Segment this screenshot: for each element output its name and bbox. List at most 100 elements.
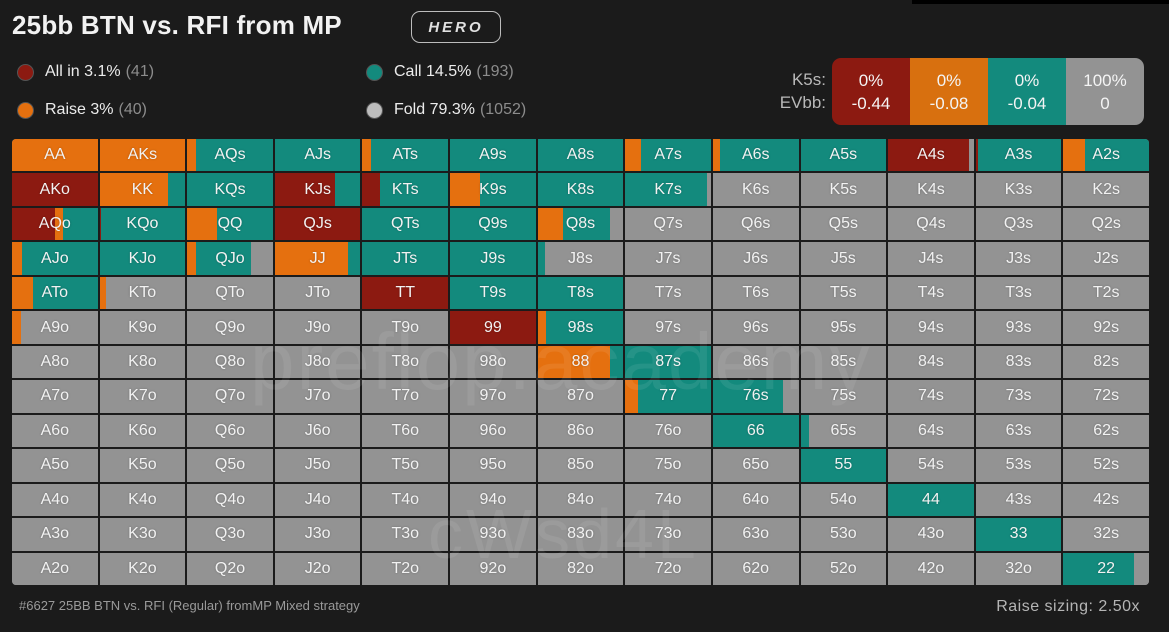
- hand-cell[interactable]: T2o: [362, 552, 449, 585]
- hand-cell[interactable]: 82s: [1063, 345, 1149, 379]
- hand-cell[interactable]: 74o: [625, 483, 711, 517]
- hand-cell[interactable]: J4s: [888, 242, 974, 275]
- hand-cell[interactable]: 63s: [975, 414, 1062, 448]
- hand-cell[interactable]: Q9s: [450, 207, 536, 241]
- hand-cell[interactable]: Q2s: [1063, 207, 1149, 241]
- hand-cell[interactable]: KK: [99, 173, 186, 206]
- hand-cell[interactable]: 94o: [450, 483, 536, 517]
- hand-cell[interactable]: 33: [975, 518, 1062, 551]
- hand-cell[interactable]: JTs: [362, 242, 449, 275]
- hand-cell[interactable]: J7s: [625, 242, 711, 275]
- hand-cell[interactable]: T3s: [975, 276, 1062, 310]
- hand-cell[interactable]: K5o: [99, 449, 186, 482]
- hand-cell[interactable]: KQs: [187, 173, 273, 206]
- hand-cell[interactable]: Q7o: [187, 380, 273, 413]
- hand-cell[interactable]: 97s: [625, 311, 711, 344]
- hand-cell[interactable]: 64s: [888, 414, 974, 448]
- hand-cell[interactable]: A6o: [12, 414, 98, 448]
- hand-cell[interactable]: T3o: [362, 518, 449, 551]
- hand-cell[interactable]: T8s: [537, 276, 624, 310]
- hand-cell[interactable]: Q3s: [975, 207, 1062, 241]
- hand-cell[interactable]: 98s: [537, 311, 624, 344]
- hand-cell[interactable]: 77: [625, 380, 711, 413]
- hand-cell[interactable]: K4o: [99, 483, 186, 517]
- hand-cell[interactable]: KJs: [274, 173, 361, 206]
- hand-cell[interactable]: KTo: [99, 276, 186, 310]
- hand-cell[interactable]: 32s: [1063, 518, 1149, 551]
- hand-cell[interactable]: QJo: [187, 242, 273, 275]
- hand-cell[interactable]: 96o: [450, 414, 536, 448]
- hand-cell[interactable]: J6s: [712, 242, 799, 275]
- hand-cell[interactable]: J4o: [274, 483, 361, 517]
- hand-cell[interactable]: Q5o: [187, 449, 273, 482]
- hand-cell[interactable]: 76s: [712, 380, 799, 413]
- hand-cell[interactable]: 44: [888, 483, 974, 517]
- hand-cell[interactable]: J3o: [274, 518, 361, 551]
- hand-cell[interactable]: Q6o: [187, 414, 273, 448]
- hand-cell[interactable]: 86o: [537, 414, 624, 448]
- hand-cell[interactable]: T9s: [450, 276, 536, 310]
- hand-cell[interactable]: AJs: [274, 139, 361, 172]
- hand-cell[interactable]: K5s: [800, 173, 887, 206]
- hand-cell[interactable]: A8o: [12, 345, 98, 379]
- hand-cell[interactable]: J7o: [274, 380, 361, 413]
- hand-cell[interactable]: Q6s: [712, 207, 799, 241]
- hand-cell[interactable]: J5o: [274, 449, 361, 482]
- hand-cell[interactable]: AJo: [12, 242, 98, 275]
- hand-cell[interactable]: Q4s: [888, 207, 974, 241]
- hand-cell[interactable]: K7o: [99, 380, 186, 413]
- hand-cell[interactable]: J5s: [800, 242, 887, 275]
- hand-cell[interactable]: AKo: [12, 173, 98, 206]
- hand-cell[interactable]: 93s: [975, 311, 1062, 344]
- hand-cell[interactable]: A9o: [12, 311, 98, 344]
- hand-cell[interactable]: A8s: [537, 139, 624, 172]
- hand-cell[interactable]: 32o: [975, 552, 1062, 585]
- hand-cell[interactable]: T7s: [625, 276, 711, 310]
- hand-cell[interactable]: J8o: [274, 345, 361, 379]
- hand-cell[interactable]: 43o: [888, 518, 974, 551]
- hand-cell[interactable]: AA: [12, 139, 98, 172]
- hand-cell[interactable]: 86s: [712, 345, 799, 379]
- hand-cell[interactable]: QTo: [187, 276, 273, 310]
- hand-cell[interactable]: 88: [537, 345, 624, 379]
- hand-cell[interactable]: J9o: [274, 311, 361, 344]
- hand-cell[interactable]: A9s: [450, 139, 536, 172]
- hero-badge[interactable]: HERO: [411, 11, 501, 43]
- hand-cell[interactable]: K3s: [975, 173, 1062, 206]
- hand-cell[interactable]: T7o: [362, 380, 449, 413]
- hand-cell[interactable]: 97o: [450, 380, 536, 413]
- hand-cell[interactable]: 42o: [888, 552, 974, 585]
- hand-cell[interactable]: 99: [450, 311, 536, 344]
- hand-cell[interactable]: 95s: [800, 311, 887, 344]
- hand-cell[interactable]: T5o: [362, 449, 449, 482]
- hand-cell[interactable]: JJ: [274, 242, 361, 275]
- hand-cell[interactable]: 52o: [800, 552, 887, 585]
- hand-cell[interactable]: Q8s: [537, 207, 624, 241]
- hand-cell[interactable]: K8o: [99, 345, 186, 379]
- hand-cell[interactable]: A2s: [1063, 139, 1149, 172]
- hand-cell[interactable]: 62o: [712, 552, 799, 585]
- hand-cell[interactable]: 43s: [975, 483, 1062, 517]
- hand-cell[interactable]: 98o: [450, 345, 536, 379]
- hand-cell[interactable]: K4s: [888, 173, 974, 206]
- hand-cell[interactable]: Q3o: [187, 518, 273, 551]
- hand-cell[interactable]: Q4o: [187, 483, 273, 517]
- hand-cell[interactable]: 92o: [450, 552, 536, 585]
- hand-cell[interactable]: A6s: [712, 139, 799, 172]
- hand-cell[interactable]: KTs: [362, 173, 449, 206]
- hand-cell[interactable]: 83s: [975, 345, 1062, 379]
- hand-cell[interactable]: KQo: [99, 207, 186, 241]
- hand-cell[interactable]: 85o: [537, 449, 624, 482]
- hand-cell[interactable]: 83o: [537, 518, 624, 551]
- hand-cell[interactable]: QJs: [274, 207, 361, 241]
- hand-cell[interactable]: A7s: [625, 139, 711, 172]
- hand-cell[interactable]: K8s: [537, 173, 624, 206]
- hand-cell[interactable]: A7o: [12, 380, 98, 413]
- hand-cell[interactable]: 75s: [800, 380, 887, 413]
- hand-cell[interactable]: A5s: [800, 139, 887, 172]
- hand-cell[interactable]: T6o: [362, 414, 449, 448]
- hand-cell[interactable]: ATs: [362, 139, 449, 172]
- hand-cell[interactable]: Q5s: [800, 207, 887, 241]
- hand-cell[interactable]: A4s: [888, 139, 974, 172]
- hand-cell[interactable]: 93o: [450, 518, 536, 551]
